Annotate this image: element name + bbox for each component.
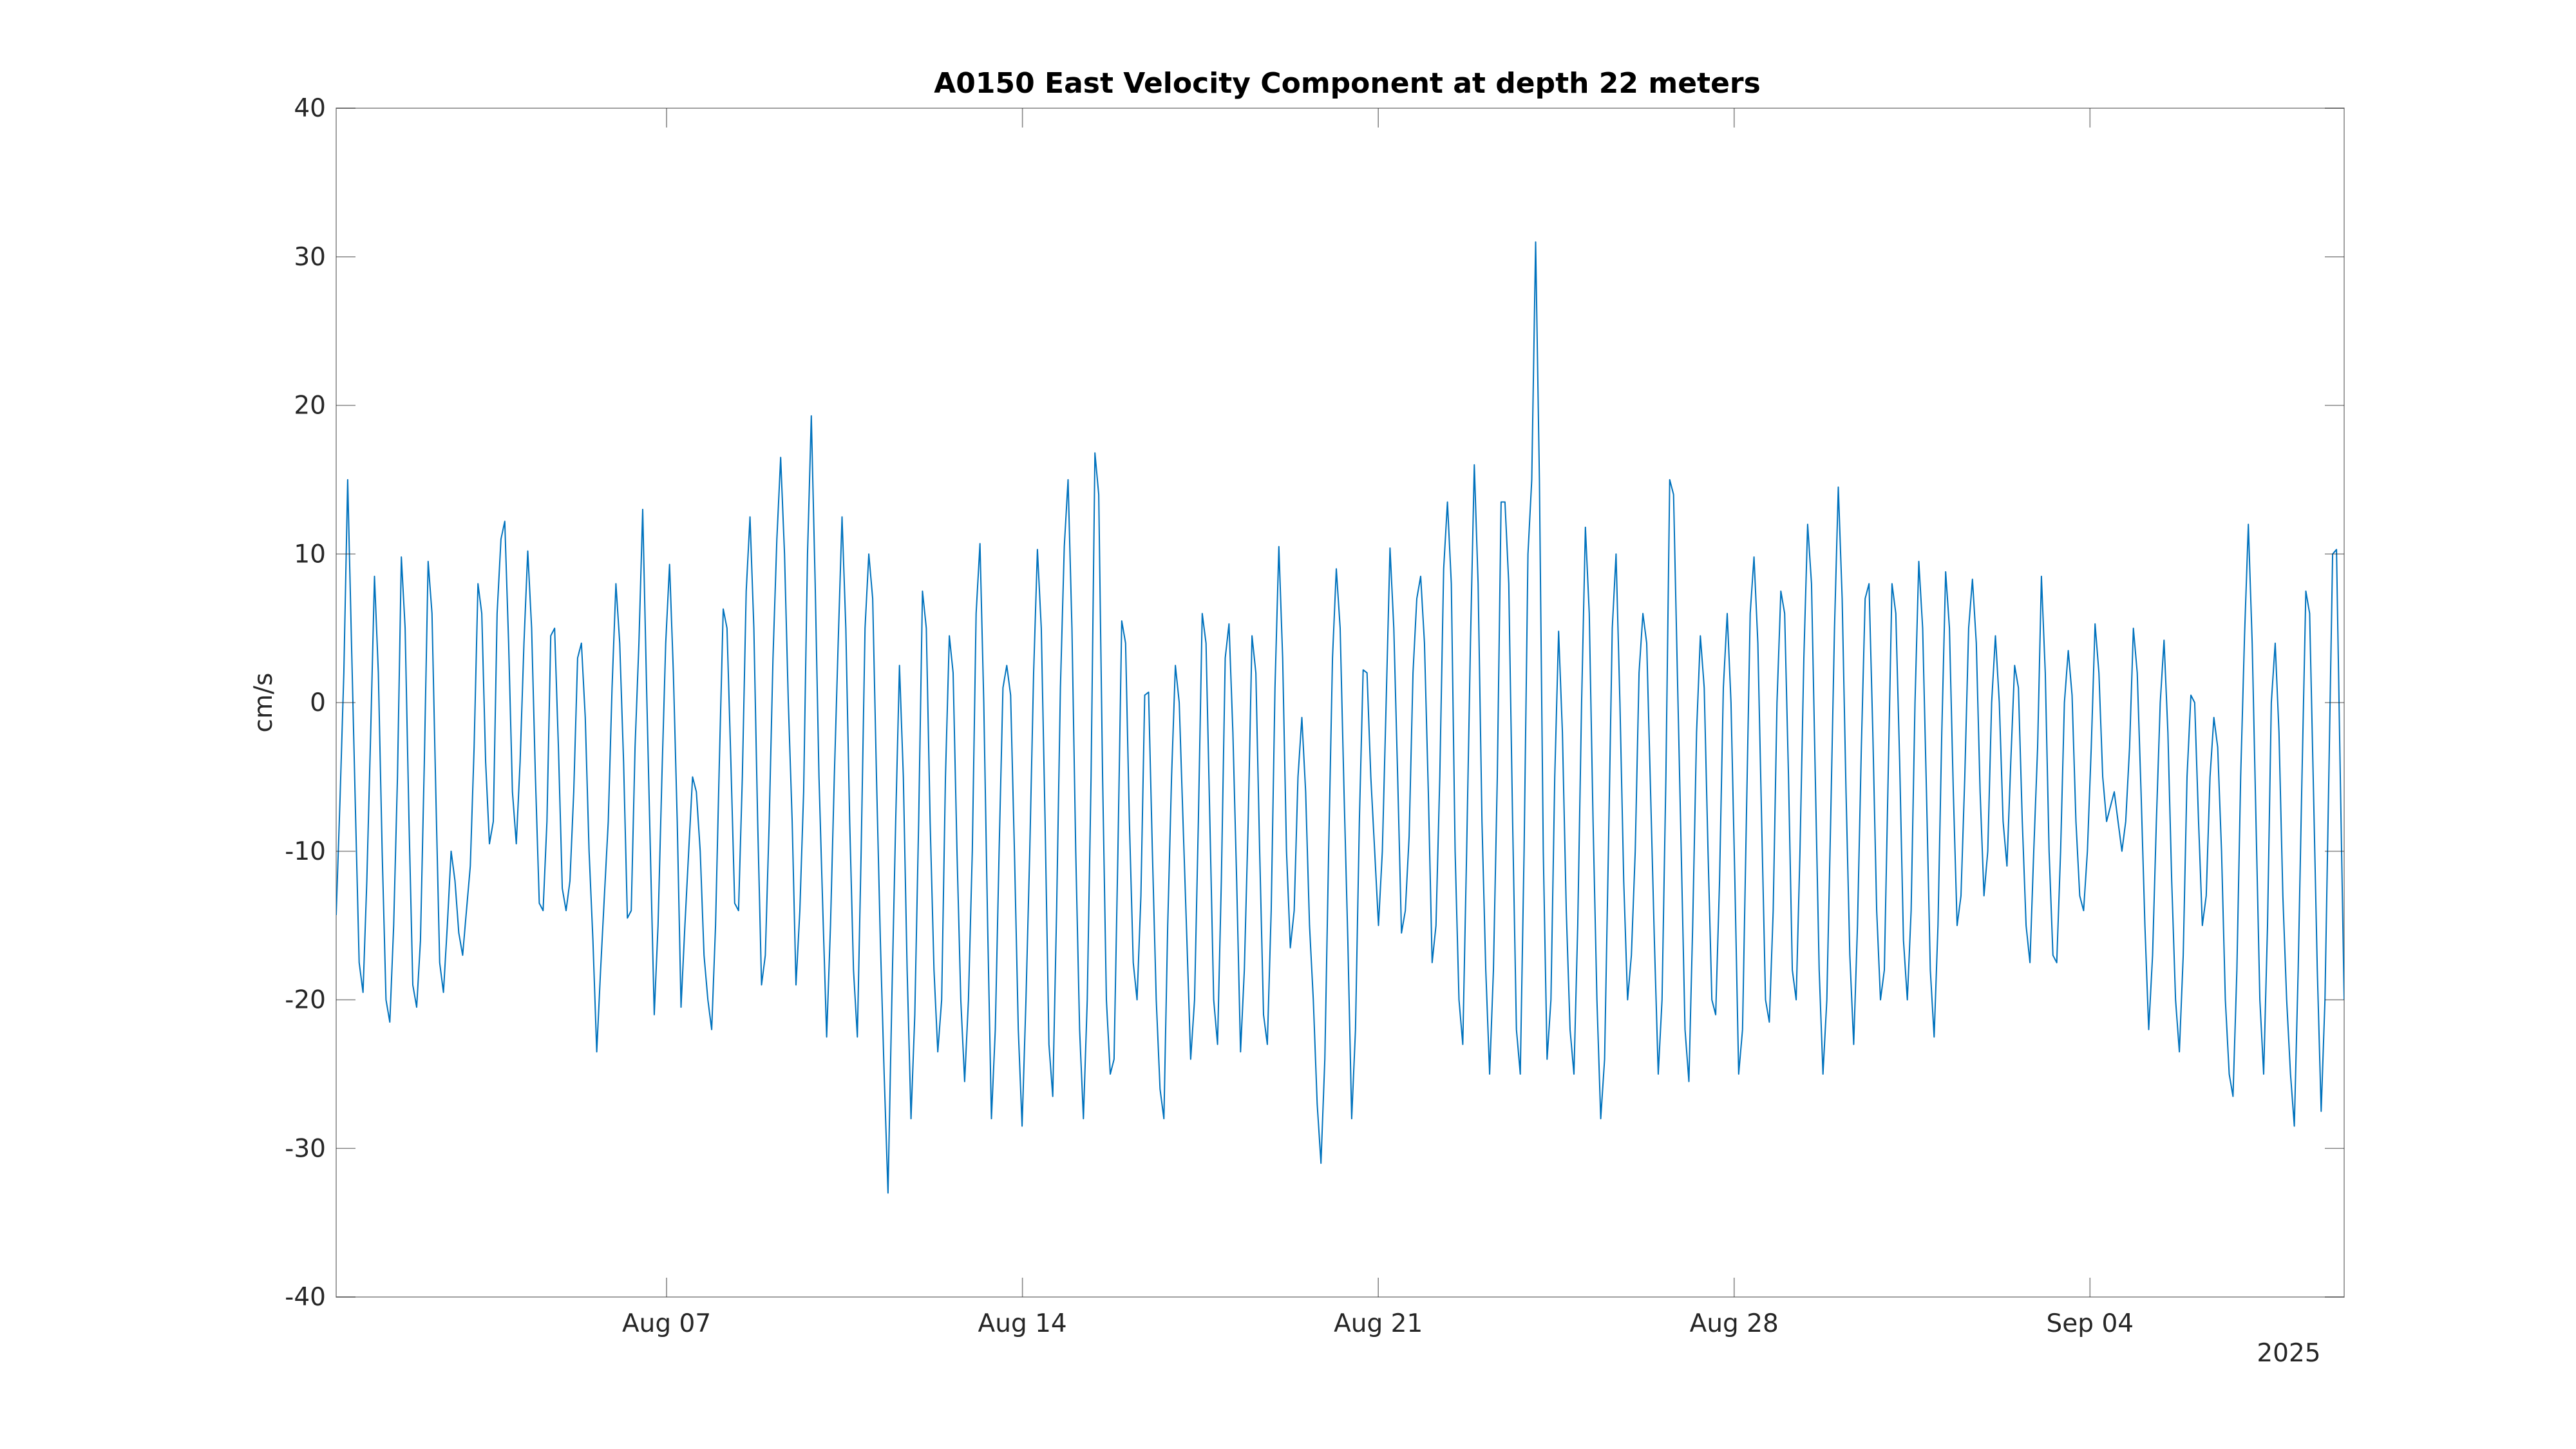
y-tick-label: 0 — [310, 688, 326, 717]
y-tick-label: 10 — [294, 540, 326, 569]
plot-area: -40 -30 -20 -10 0 10 20 30 40 Aug 07 Aug 14 Aug 21… — [285, 94, 2345, 1338]
x-tick-label: Aug 28 — [1690, 1309, 1779, 1338]
data-layer — [336, 241, 2344, 1194]
y-tick-label: -40 — [285, 1283, 326, 1312]
x-tick-label: Aug 07 — [622, 1309, 711, 1338]
series-line-0 — [336, 241, 2344, 1194]
x-tick-label: Sep 04 — [2047, 1309, 2134, 1338]
y-axis-ticks: -40 -30 -20 -10 0 10 20 30 40 — [285, 94, 2344, 1312]
y-axis-label: cm/s — [249, 673, 278, 733]
y-tick-label: 20 — [294, 392, 326, 421]
y-tick-label: -30 — [285, 1134, 326, 1163]
y-tick-label: -20 — [285, 986, 326, 1015]
x-axis-year-label: 2025 — [2257, 1339, 2320, 1368]
x-tick-label: Aug 14 — [978, 1309, 1067, 1338]
chart-title: A0150 East Velocity Component at depth 2… — [934, 67, 1761, 100]
y-tick-label: 30 — [294, 243, 326, 272]
axes-box — [336, 108, 2345, 1298]
y-tick-label: 40 — [294, 94, 326, 123]
y-tick-label: -10 — [285, 837, 326, 866]
x-tick-label: Aug 21 — [1334, 1309, 1423, 1338]
x-axis-ticks: Aug 07 Aug 14 Aug 21 Aug 28 Sep 04 — [622, 108, 2134, 1338]
